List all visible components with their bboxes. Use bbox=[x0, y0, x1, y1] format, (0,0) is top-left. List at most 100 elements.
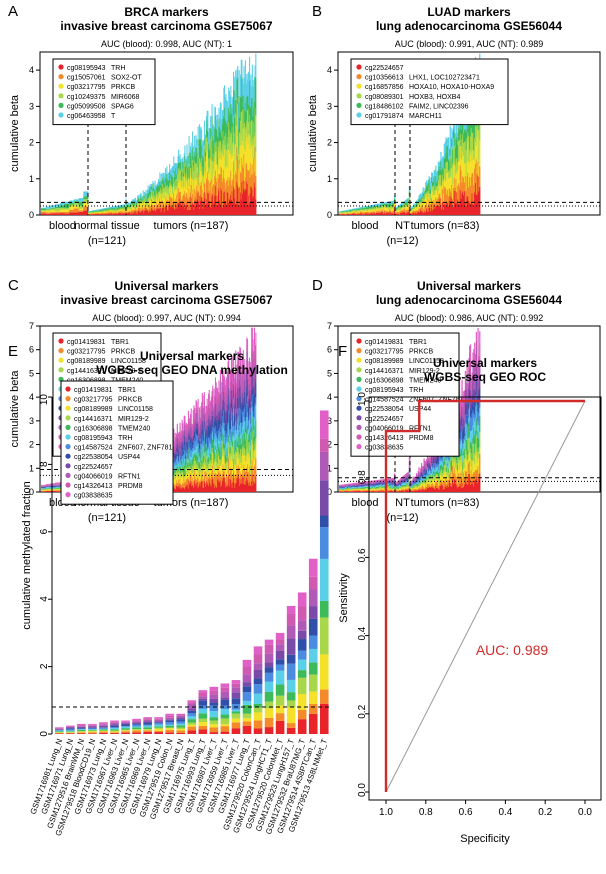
panel-b-bar-segment bbox=[476, 194, 478, 215]
panel-b-bar-segment bbox=[456, 119, 458, 137]
panel-a-bar-segment bbox=[250, 106, 252, 122]
panel-b-bar-segment bbox=[445, 188, 447, 206]
panel-b-bar-segment bbox=[371, 204, 373, 208]
panel-a-bar-segment bbox=[134, 208, 136, 210]
panel-b-bar-segment bbox=[363, 207, 366, 210]
panel-a-bar-segment bbox=[160, 198, 162, 203]
panel-b-bar-segment bbox=[391, 203, 394, 206]
panel-b-bar-segment bbox=[355, 213, 358, 215]
panel-a-bar-segment bbox=[211, 104, 213, 117]
panel-a-bar-segment bbox=[128, 204, 130, 206]
panel-a-bar-segment bbox=[244, 102, 246, 129]
panel-b-bar-segment bbox=[374, 213, 377, 215]
panel-a-bar-segment bbox=[228, 107, 230, 122]
panel-a-bar-segment bbox=[165, 196, 167, 206]
panel-a-bar-segment bbox=[155, 208, 157, 215]
panel-a-bar-segment bbox=[195, 135, 197, 149]
panel-a-bar-segment bbox=[218, 151, 220, 174]
panel-a-bar-segment bbox=[203, 141, 205, 158]
panel-a-bar-segment bbox=[150, 184, 152, 192]
panel-a-bar-segment bbox=[196, 202, 198, 215]
panel-b-bar-segment bbox=[369, 213, 371, 215]
panel-a-bar-segment bbox=[146, 209, 148, 215]
panel-b-bar-segment bbox=[473, 185, 475, 207]
panel-a-bar-segment bbox=[215, 177, 217, 196]
panel-b-bar-segment bbox=[381, 204, 384, 207]
panel-a-bar-segment bbox=[137, 209, 139, 215]
panel-a-bar-segment bbox=[135, 210, 137, 215]
panel-b-bar-segment bbox=[429, 194, 431, 200]
panel-a-bar-segment bbox=[185, 174, 187, 183]
panel-a-bar-segment bbox=[248, 170, 250, 196]
panel-a-bar-segment bbox=[228, 121, 230, 150]
panel-a-bar-segment bbox=[129, 212, 131, 215]
panel-b-bar-segment bbox=[347, 211, 350, 213]
panel-b-bar-segment bbox=[419, 201, 421, 207]
panel-a-bar-segment bbox=[186, 160, 188, 168]
panel-a-bar-segment bbox=[159, 172, 161, 182]
panel-a-bar-segment bbox=[208, 179, 210, 194]
panel-a-bar-segment bbox=[148, 190, 151, 196]
panel-b-bar-segment bbox=[432, 181, 435, 187]
panel-a-bar-segment bbox=[248, 71, 250, 105]
panel-a-bar-segment bbox=[246, 181, 248, 215]
panel-a-bar-segment bbox=[252, 86, 254, 117]
panel-a-bar-segment bbox=[190, 172, 192, 185]
panel-b-legend-probe: cg01791874 bbox=[365, 113, 404, 120]
panel-a-bar-segment bbox=[156, 205, 158, 211]
panel-a-bar-segment bbox=[147, 192, 149, 199]
panel-a-group-label: blood bbox=[49, 220, 76, 232]
panel-b-bar-segment bbox=[458, 186, 461, 205]
panel-a-bar-segment bbox=[209, 158, 211, 171]
panel-b-bar-segment bbox=[350, 214, 352, 215]
panel-b-bar-segment bbox=[377, 203, 379, 206]
panel-a-bar-segment bbox=[151, 190, 153, 193]
panel-a-bar-segment bbox=[135, 202, 137, 206]
panel-b-bar-segment bbox=[423, 209, 425, 213]
panel-a-bar-segment bbox=[181, 158, 183, 171]
panel-a-bar-segment bbox=[190, 167, 192, 173]
panel-b-bar-segment bbox=[379, 211, 381, 213]
panel-a-bar-segment bbox=[228, 149, 230, 186]
panel-a-bar-segment bbox=[194, 205, 196, 215]
panel-b-bar-segment bbox=[372, 208, 375, 210]
panel-a-bar-segment bbox=[174, 176, 176, 187]
panel-a-bar-segment bbox=[240, 135, 242, 174]
panel-c-bar-segment bbox=[41, 487, 47, 489]
panel-b-bar-segment bbox=[402, 204, 405, 206]
panel-a-bar-segment bbox=[130, 213, 132, 215]
panel-a-bar-segment bbox=[148, 212, 150, 215]
panel-b-bar-segment bbox=[340, 214, 342, 215]
panel-a-bar-segment bbox=[204, 198, 206, 215]
panel-b-bar-segment bbox=[387, 201, 389, 205]
panel-b-bar-segment bbox=[377, 205, 379, 208]
panel-a-bar-segment bbox=[144, 202, 146, 208]
panel-a-bar-segment bbox=[169, 193, 171, 204]
panel-b-bar-segment bbox=[457, 144, 459, 163]
panel-a-bar-segment bbox=[224, 168, 226, 183]
panel-a-bar-segment bbox=[208, 143, 210, 159]
panel-b: AUC (blood): 0.991, AUC (NT): 0.98901234… bbox=[307, 39, 601, 247]
panel-a-bar-segment bbox=[251, 119, 253, 145]
panel-a-bar-segment bbox=[237, 185, 239, 215]
panel-a-bar-segment bbox=[191, 193, 193, 199]
panel-a-bar-segment bbox=[149, 194, 151, 202]
panel-b-bar-segment bbox=[479, 139, 481, 167]
panel-b-bar-segment bbox=[461, 193, 463, 215]
panel-a-bar-segment bbox=[69, 200, 75, 203]
panel-a-bar-segment bbox=[164, 175, 166, 184]
panel-a-bar-segment bbox=[192, 147, 194, 160]
panel-b-bar-segment bbox=[354, 211, 357, 213]
panel-a-subtitle: invasive breast carcinoma GSE75067 bbox=[60, 19, 272, 33]
panel-a-bar-segment bbox=[59, 202, 65, 206]
panel-a-bar-segment bbox=[188, 163, 190, 179]
panel-a-bar-segment bbox=[169, 171, 171, 183]
panel-a-bar-segment bbox=[207, 172, 209, 193]
panel-b-legend-gene: MARCH11 bbox=[409, 113, 442, 120]
panel-a-bar-segment bbox=[221, 207, 224, 215]
panel-a-bar-segment bbox=[212, 135, 214, 162]
panel-a-bar-segment bbox=[140, 202, 142, 205]
panel-a-bar-segment bbox=[166, 186, 168, 196]
panel-a-bar-segment bbox=[246, 133, 248, 163]
panel-a-bar-segment bbox=[252, 158, 254, 176]
